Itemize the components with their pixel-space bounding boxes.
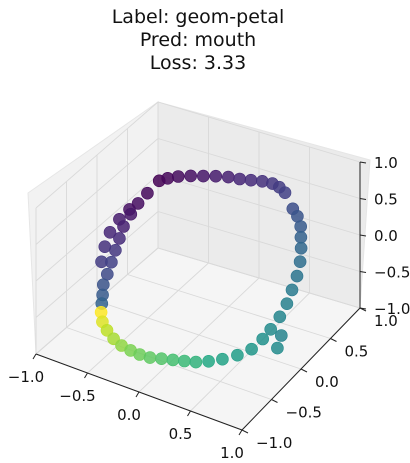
- data-point-28: [231, 349, 243, 361]
- data-point-19: [291, 270, 303, 282]
- x-tick-mark-3: [188, 411, 191, 416]
- data-point-4: [197, 170, 209, 182]
- x-tick-mark-0: [33, 354, 36, 359]
- data-point-27: [246, 343, 258, 355]
- z-tick-label-2: 0.0: [374, 227, 398, 245]
- data-point-23: [265, 323, 277, 335]
- data-point-8: [245, 174, 257, 186]
- data-point-1: [162, 172, 174, 184]
- data-point-12: [279, 187, 291, 199]
- y-tick-label-1: −0.5: [286, 404, 322, 422]
- z-tick-label-3: 0.5: [374, 191, 398, 209]
- data-point-25: [275, 330, 287, 342]
- data-point-33: [167, 354, 179, 366]
- data-point-21: [281, 298, 293, 310]
- data-point-26: [271, 342, 283, 354]
- data-point-5: [210, 170, 222, 182]
- z-tick-label-0: −1.0: [374, 300, 410, 318]
- data-point-31: [190, 356, 202, 368]
- z-tick-label-1: −0.5: [374, 264, 410, 282]
- x-tick-label-4: 1.0: [220, 444, 244, 462]
- x-tick-label-1: −0.5: [59, 387, 95, 405]
- z-tick-label-4: 1.0: [374, 154, 398, 172]
- y-tick-mark-1: [272, 400, 278, 403]
- data-point-47: [105, 256, 117, 268]
- data-point-24: [257, 333, 269, 345]
- y-tick-mark-0: [242, 430, 248, 433]
- title-line-1: Label: geom-petal: [112, 6, 285, 28]
- data-point-51: [125, 208, 137, 220]
- x-tick-mark-1: [85, 373, 88, 378]
- data-point-32: [178, 355, 190, 367]
- x-tick-label-0: −1.0: [8, 368, 44, 386]
- data-point-49: [113, 232, 125, 244]
- data-point-7: [234, 173, 246, 185]
- data-point-48: [109, 244, 121, 256]
- y-tick-label-0: −1.0: [256, 434, 292, 452]
- data-point-50: [118, 221, 130, 233]
- title-line-3: Loss: 3.33: [150, 52, 246, 74]
- data-point-22: [274, 311, 286, 323]
- data-point-53: [141, 187, 153, 199]
- data-point-2: [172, 171, 184, 183]
- y-tick-mark-3: [331, 339, 337, 342]
- data-point-17: [295, 242, 307, 254]
- data-point-16: [295, 231, 307, 243]
- x-tick-mark-4: [239, 430, 242, 435]
- data-point-35: [144, 352, 156, 364]
- title-line-2: Pred: mouth: [140, 29, 256, 51]
- chart-title: Label: geom-petal Pred: mouth Loss: 3.33: [112, 6, 285, 74]
- y-tick-label-2: 0.0: [315, 373, 339, 391]
- data-point-20: [286, 284, 298, 296]
- data-point-34: [156, 353, 168, 365]
- data-point-30: [203, 355, 215, 367]
- data-point-29: [216, 353, 228, 365]
- data-point-52: [132, 197, 144, 209]
- x-tick-label-3: 0.5: [169, 425, 193, 443]
- data-point-3: [185, 170, 197, 182]
- data-point-18: [294, 256, 306, 268]
- x-tick-label-2: 0.0: [117, 406, 141, 424]
- data-point-46: [101, 268, 113, 280]
- data-point-15: [295, 221, 307, 233]
- data-point-57: [99, 241, 111, 253]
- y-tick-mark-2: [301, 369, 307, 372]
- y-tick-label-3: 0.5: [345, 343, 369, 361]
- x-tick-mark-2: [136, 392, 139, 397]
- data-point-6: [222, 171, 234, 183]
